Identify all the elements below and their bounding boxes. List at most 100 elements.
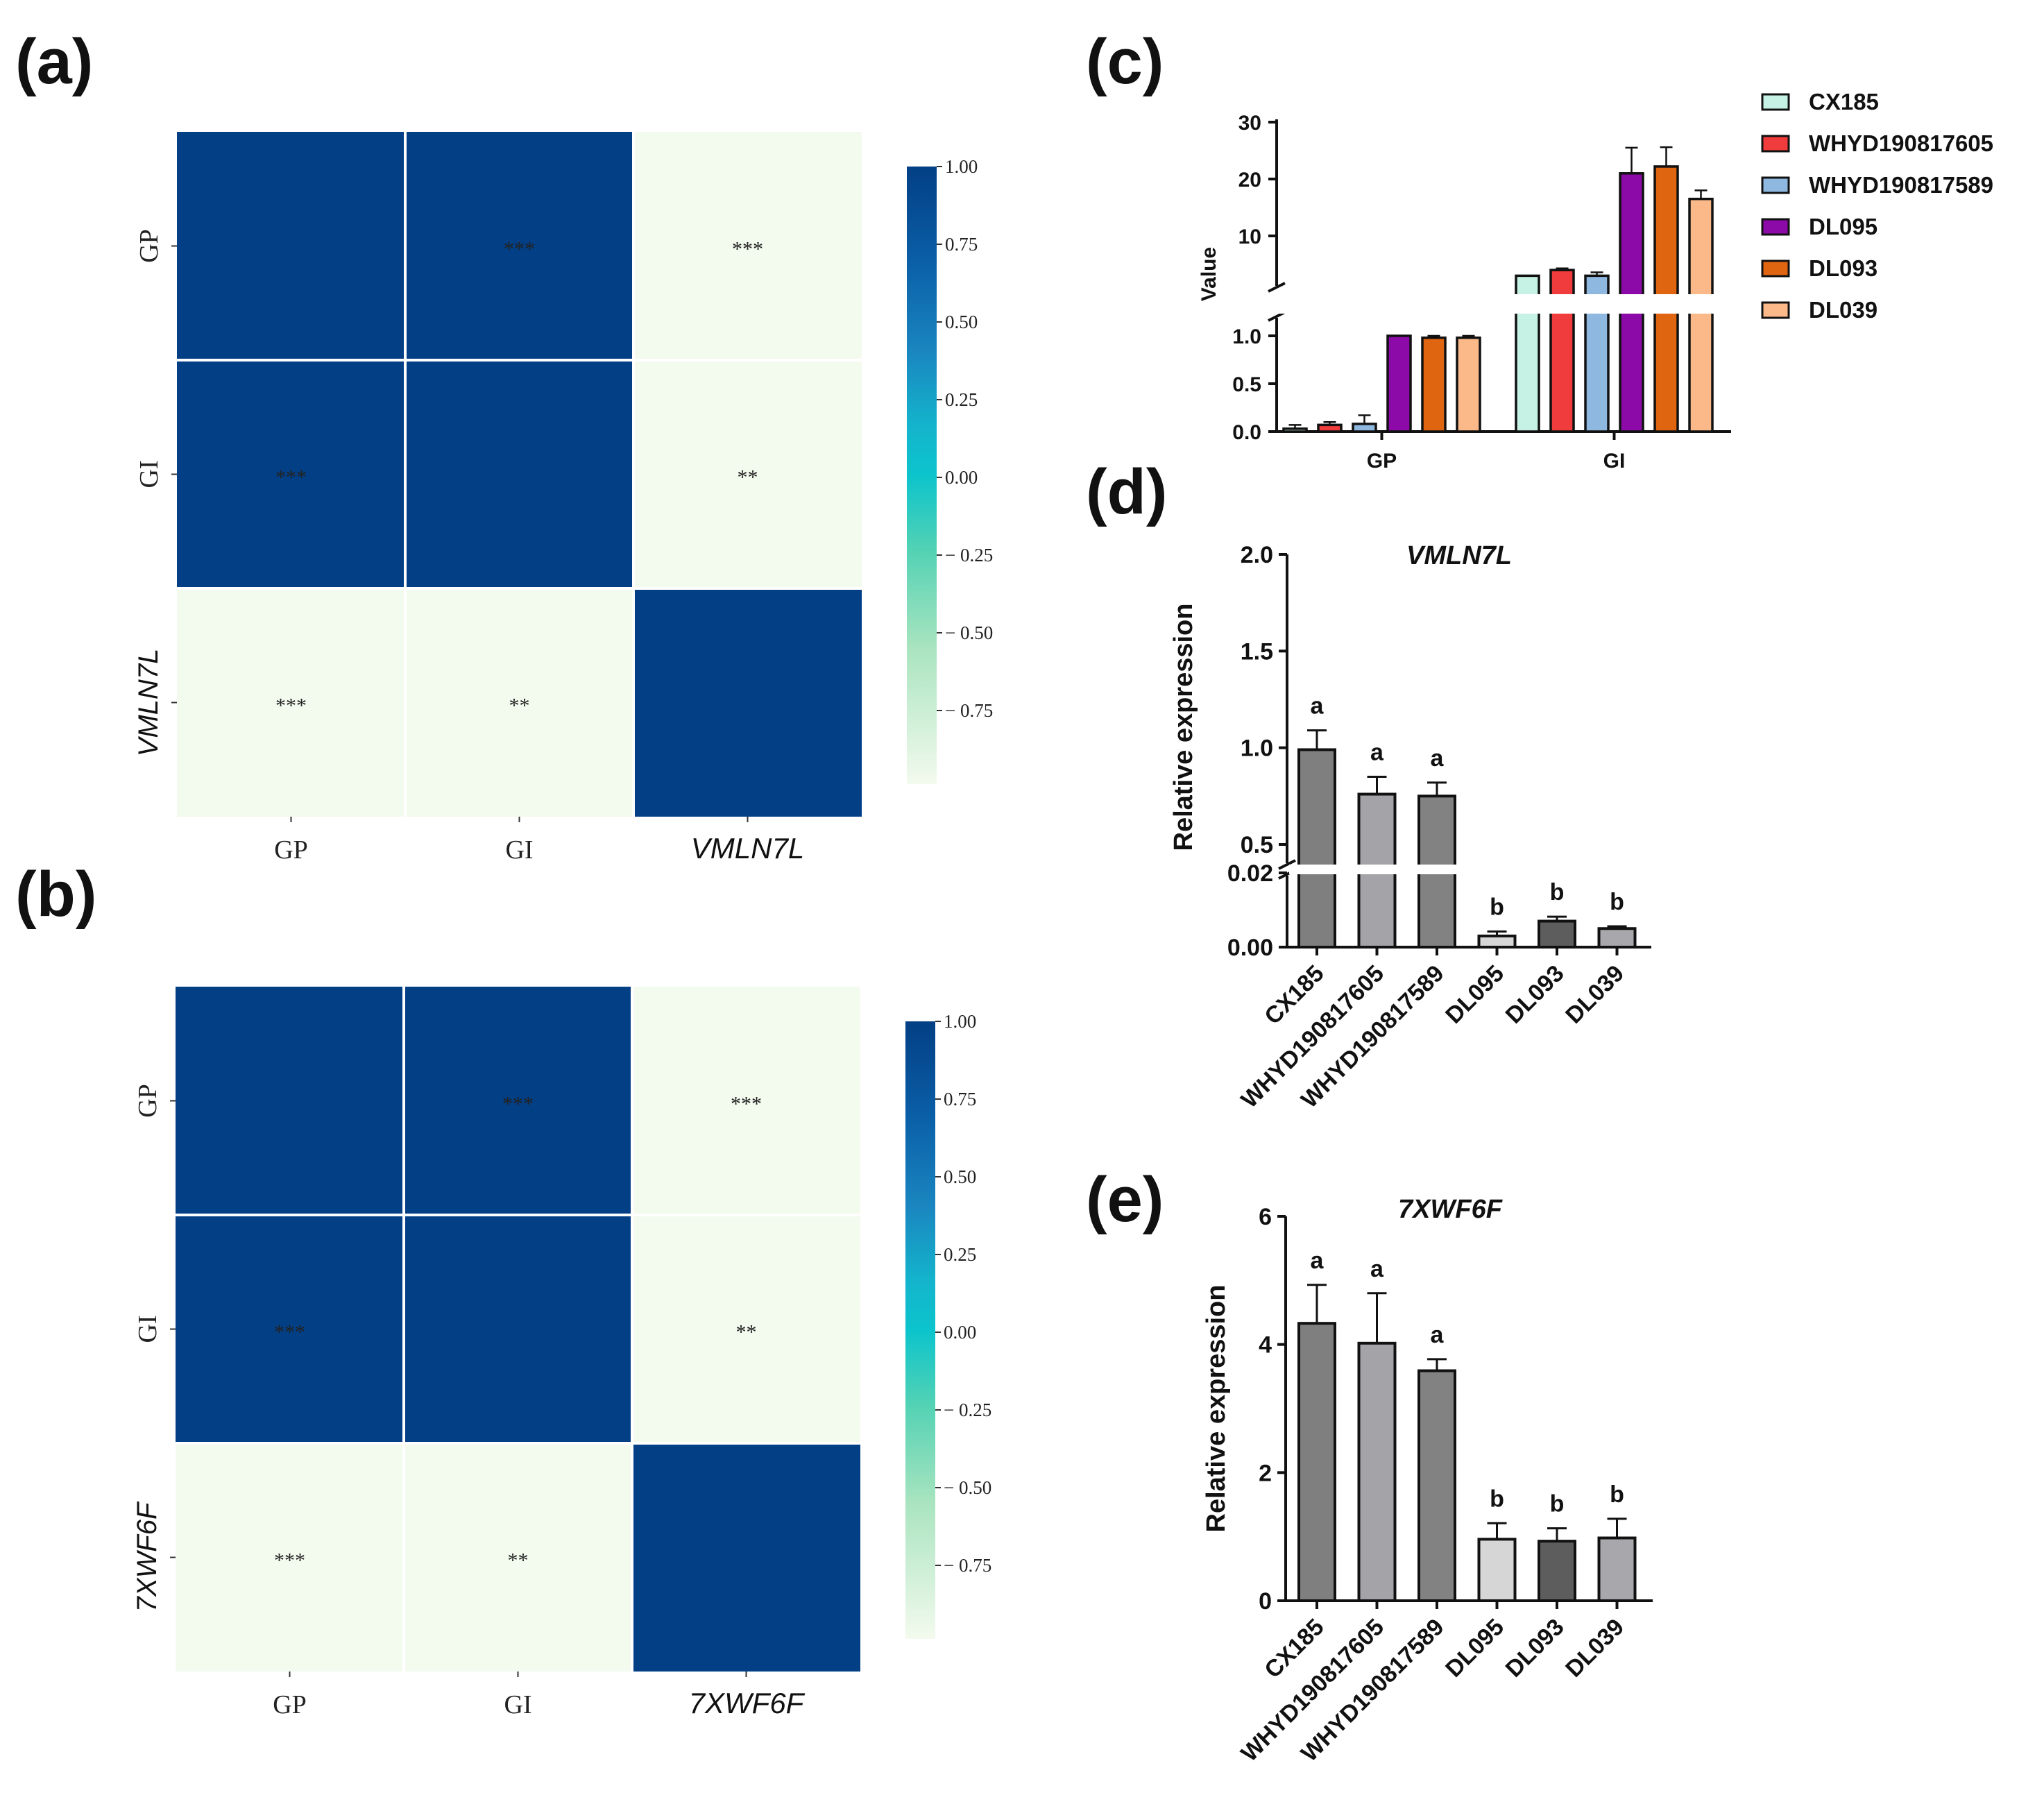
- colorbar: [905, 1021, 935, 1639]
- x-tick-label-dl095: DL095: [1440, 960, 1509, 1029]
- colorbar-tick-label: 0.25: [944, 1244, 976, 1265]
- x-tick-label-gp: GP: [1367, 450, 1397, 473]
- colorbar-tick-label: 0.50: [945, 312, 978, 332]
- row-label-gp: GP: [135, 229, 164, 263]
- chart-title: VMLN7L: [1406, 541, 1512, 570]
- x-tick-label-dl093: DL093: [1501, 960, 1569, 1029]
- significance-mark: ***: [275, 466, 307, 489]
- significance-letter: a: [1431, 1322, 1445, 1348]
- heatmap-cell-0-0: [176, 987, 404, 1215]
- bar-dl039-gi: [1688, 197, 1714, 433]
- significance-letter: b: [1550, 1491, 1565, 1517]
- legend-swatch-cx185: [1761, 93, 1790, 111]
- bar-dl093: [1538, 919, 1576, 949]
- significance-mark: ***: [274, 1549, 305, 1572]
- heatmap-cell-2-1: [404, 1443, 632, 1672]
- x-tick-label-gi: GI: [1603, 450, 1626, 473]
- heatmap-cell-1-1: [404, 1215, 632, 1443]
- heatmap-cell-0-2: [632, 987, 860, 1215]
- y-tick-label: 20: [1238, 169, 1261, 192]
- heatmap-cell-2-0: [177, 588, 405, 817]
- legend-swatch-dl095: [1761, 218, 1790, 236]
- col-label-gp: GP: [274, 835, 308, 865]
- significance-mark: **: [508, 1549, 529, 1572]
- bar-whyd190817589: [1417, 1369, 1456, 1602]
- heatmap-cell-0-0: [177, 132, 405, 360]
- col-label-7xwf6f: 7XWF6F: [689, 1687, 806, 1719]
- significance-letter: b: [1490, 894, 1504, 921]
- x-tick-label-dl039: DL039: [1560, 960, 1629, 1029]
- y-tick-label: 10: [1238, 226, 1261, 248]
- significance-mark: ***: [274, 1321, 305, 1344]
- significance-letter: a: [1311, 1248, 1325, 1274]
- significance-mark: ***: [731, 1093, 762, 1116]
- significance-letter: a: [1431, 745, 1445, 772]
- row-label-7xwf6f: 7XWF6F: [132, 1501, 162, 1612]
- colorbar-tick-label: 0.75: [944, 1089, 976, 1109]
- legend-swatch-whyd190817605: [1761, 135, 1790, 153]
- heatmap-cell-1-0: [177, 360, 405, 588]
- colorbar-tick-label: − 0.25: [944, 1400, 991, 1420]
- legend-label-whyd190817605: WHYD190817605: [1809, 130, 1993, 156]
- bar-dl095-gp: [1386, 334, 1412, 433]
- y-tick-label: 0: [1259, 1588, 1272, 1615]
- bar-dl095: [1477, 1538, 1517, 1603]
- y-tick-label: 1.0: [1232, 325, 1261, 348]
- colorbar-tick-label: 0.00: [944, 1322, 976, 1343]
- y-axis-label: Relative expression: [1169, 604, 1198, 851]
- significance-mark: **: [738, 466, 758, 489]
- row-label-gi: GI: [133, 1315, 162, 1343]
- y-tick-label: 0.5: [1232, 373, 1261, 396]
- y-tick-label: 6: [1259, 1204, 1272, 1230]
- axis-break-gap: [1279, 294, 1733, 314]
- bar-whyd190817589-gp: [1352, 423, 1377, 433]
- bar-dl039: [1597, 1536, 1637, 1603]
- y-tick-label: 0.0: [1232, 421, 1261, 444]
- heatmap-cell-0-1: [404, 987, 632, 1215]
- heatmap-cell-2-0: [176, 1443, 404, 1672]
- axis-break: [1268, 282, 1286, 293]
- heatmap-cell-2-1: [405, 588, 633, 817]
- significance-mark: ***: [732, 238, 763, 261]
- y-axis-label: Value: [1198, 247, 1220, 301]
- col-label-gi: GI: [505, 835, 533, 865]
- colorbar-tick-label: 1.00: [944, 1011, 976, 1032]
- x-tick-label-dl095: DL095: [1440, 1614, 1509, 1683]
- legend-label-cx185: CX185: [1809, 89, 1879, 114]
- y-axis-label: Relative expression: [1202, 1285, 1231, 1533]
- chart-title: 7XWF6F: [1398, 1195, 1504, 1224]
- significance-mark: ***: [504, 238, 535, 261]
- colorbar-tick-label: 1.00: [945, 156, 978, 177]
- significance-letter: a: [1370, 739, 1384, 765]
- legend-swatch-dl093: [1761, 260, 1790, 278]
- row-label-gi: GI: [135, 460, 164, 488]
- colorbar-tick-label: 0.75: [945, 234, 978, 255]
- heatmap-cell-1-1: [405, 360, 633, 588]
- bar-dl039: [1597, 927, 1637, 949]
- y-tick-label: 0.00: [1227, 935, 1273, 961]
- legend-swatch-dl039: [1761, 301, 1790, 319]
- col-label-gi: GI: [504, 1690, 531, 1719]
- row-label-gp: GP: [133, 1084, 162, 1118]
- colorbar-tick-label: − 0.25: [945, 545, 993, 565]
- heatmap-cell-1-2: [632, 1215, 860, 1443]
- colorbar-tick-label: − 0.50: [945, 622, 993, 643]
- y-tick-label: 1.5: [1241, 638, 1273, 665]
- col-label-gp: GP: [273, 1690, 307, 1719]
- bar-whyd190817605-gp: [1317, 423, 1343, 433]
- heatmap-cell-2-2: [632, 1443, 860, 1672]
- colorbar: [907, 167, 937, 784]
- significance-letter: b: [1610, 1481, 1624, 1508]
- panel-label-b: (b): [15, 859, 96, 930]
- axis-break: [1278, 859, 1296, 870]
- bar-whyd190817605: [1357, 1341, 1397, 1602]
- colorbar-tick-label: 0.50: [944, 1166, 976, 1187]
- significance-mark: **: [736, 1321, 757, 1344]
- significance-letter: a: [1370, 1256, 1384, 1282]
- significance-letter: a: [1311, 693, 1325, 720]
- x-tick-label-dl093: DL093: [1501, 1614, 1569, 1683]
- significance-mark: **: [509, 695, 530, 717]
- significance-letter: b: [1490, 1486, 1504, 1512]
